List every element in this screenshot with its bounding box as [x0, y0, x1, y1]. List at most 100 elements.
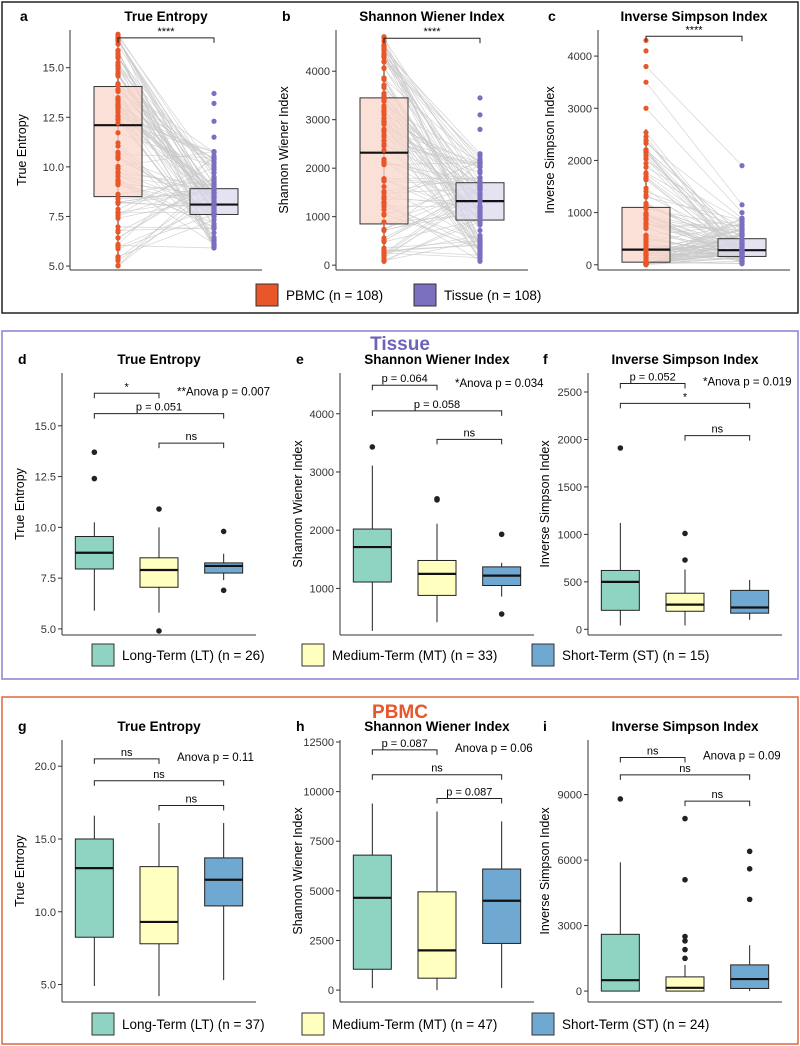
box-st: [730, 589, 770, 614]
data-point: [477, 183, 483, 189]
data-point: [477, 245, 483, 251]
y-tick-label: 20.0: [35, 761, 56, 773]
pair-line: [383, 252, 481, 259]
data-point: [115, 130, 121, 136]
data-point: [381, 147, 387, 153]
data-point: [381, 108, 387, 114]
comparison-label: ns: [431, 763, 443, 775]
pair-line: [645, 166, 743, 221]
y-tick-label: 1000: [558, 529, 582, 541]
chart-e: e Shannon Wiener Index Shannon Wiener Inde…: [291, 351, 544, 636]
data-point: [477, 258, 483, 264]
data-point: [381, 42, 387, 48]
pair-line: [117, 38, 215, 214]
comparison-label: ns: [679, 763, 691, 775]
y-axis-label: Inverse Simpson Index: [538, 440, 552, 568]
comparison-bracket: [158, 442, 225, 449]
box-mt: [417, 891, 457, 979]
data-point: [115, 235, 121, 241]
outlier-point: [682, 876, 688, 883]
data-point: [381, 228, 387, 234]
data-point: [477, 227, 483, 234]
pair-line: [645, 132, 743, 251]
box-lt: [74, 838, 114, 938]
data-point: [115, 229, 121, 235]
data-point: [115, 209, 121, 215]
pair-line: [117, 226, 215, 229]
outlier-point: [682, 946, 688, 953]
data-point: [739, 236, 745, 243]
y-tick-label: 2000: [558, 434, 582, 446]
panel-letter: f: [543, 351, 548, 367]
pair-line: [645, 174, 743, 244]
y-tick-label: 0: [324, 260, 330, 272]
data-point: [211, 199, 217, 205]
chart-d: d True Entropy True Entropy 5.0 7.5 10.0 12.5 1…: [13, 351, 270, 636]
data-point: [381, 190, 387, 196]
data-point: [643, 63, 649, 70]
pair-line: [383, 46, 481, 164]
data-point: [115, 87, 121, 94]
data-point: [643, 48, 649, 54]
comparison-label: ns: [712, 789, 724, 801]
data-point: [739, 258, 745, 264]
comparison-bracket: [93, 392, 160, 399]
outlier-point: [682, 955, 688, 962]
chart-i: i Inverse Simpson Index Inverse Simpson In…: [538, 718, 782, 1003]
data-point: [643, 160, 649, 166]
box-mt: [665, 592, 705, 612]
pair-line: [383, 61, 481, 157]
y-tick-label: 15.0: [35, 421, 56, 433]
data-point: [381, 50, 387, 56]
pair-line: [645, 260, 743, 265]
y-tick-label: 9000: [558, 790, 582, 802]
y-axis-label: Shannon Wiener Index: [291, 440, 305, 568]
y-tick-label: 2500: [310, 935, 334, 947]
comparison-label: ****: [157, 26, 175, 38]
legend-swatch: [301, 643, 325, 667]
y-tick-label: 3000: [310, 467, 334, 479]
y-tick-label: 2000: [306, 163, 330, 175]
panel-letter: g: [18, 718, 27, 734]
chart-title: True Entropy: [117, 352, 201, 367]
data-point: [381, 75, 387, 82]
box-mt: [665, 976, 705, 992]
data-point: [115, 262, 121, 268]
data-point: [115, 106, 121, 112]
data-point: [643, 129, 649, 136]
y-tick-label: 0: [576, 624, 582, 636]
pair-line: [645, 66, 743, 166]
chart-title: Shannon Wiener Index: [364, 719, 510, 734]
legend-swatch: [531, 643, 555, 667]
chart-title: Shannon Wiener Index: [364, 352, 510, 367]
chart-title: True Entropy: [124, 9, 208, 24]
data-point: [381, 219, 387, 225]
box-lt: [352, 854, 392, 970]
data-point: [643, 177, 649, 183]
pair-line: [117, 245, 215, 249]
data-point: [115, 82, 121, 88]
data-point: [211, 217, 217, 223]
comparison-label: ****: [423, 26, 441, 38]
pair-line: [117, 34, 215, 179]
y-tick-label: 12500: [303, 737, 334, 749]
panel-letter: d: [18, 351, 27, 367]
data-point: [739, 233, 745, 239]
outlier-point: [746, 848, 753, 855]
data-point: [381, 103, 387, 109]
comparison-bracket: [619, 756, 686, 763]
legends: PBMC (n = 108) Tissue (n = 108) Long-Term …: [91, 283, 709, 1036]
panel-letter: i: [543, 718, 547, 734]
pair-line: [645, 108, 743, 213]
comparison-bracket: [436, 798, 503, 804]
chart-f: f Inverse Simpson Index Inverse Simpson In…: [538, 351, 792, 636]
data-point: [115, 143, 121, 149]
box-lt: [352, 528, 392, 583]
outlier-point: [156, 628, 162, 634]
chart-title: Inverse Simpson Index: [611, 352, 759, 367]
comparison-bracket: [371, 774, 503, 780]
y-tick-label: 12.5: [35, 472, 56, 484]
y-tick-label: 1000: [568, 208, 592, 220]
pair-line: [117, 56, 215, 203]
